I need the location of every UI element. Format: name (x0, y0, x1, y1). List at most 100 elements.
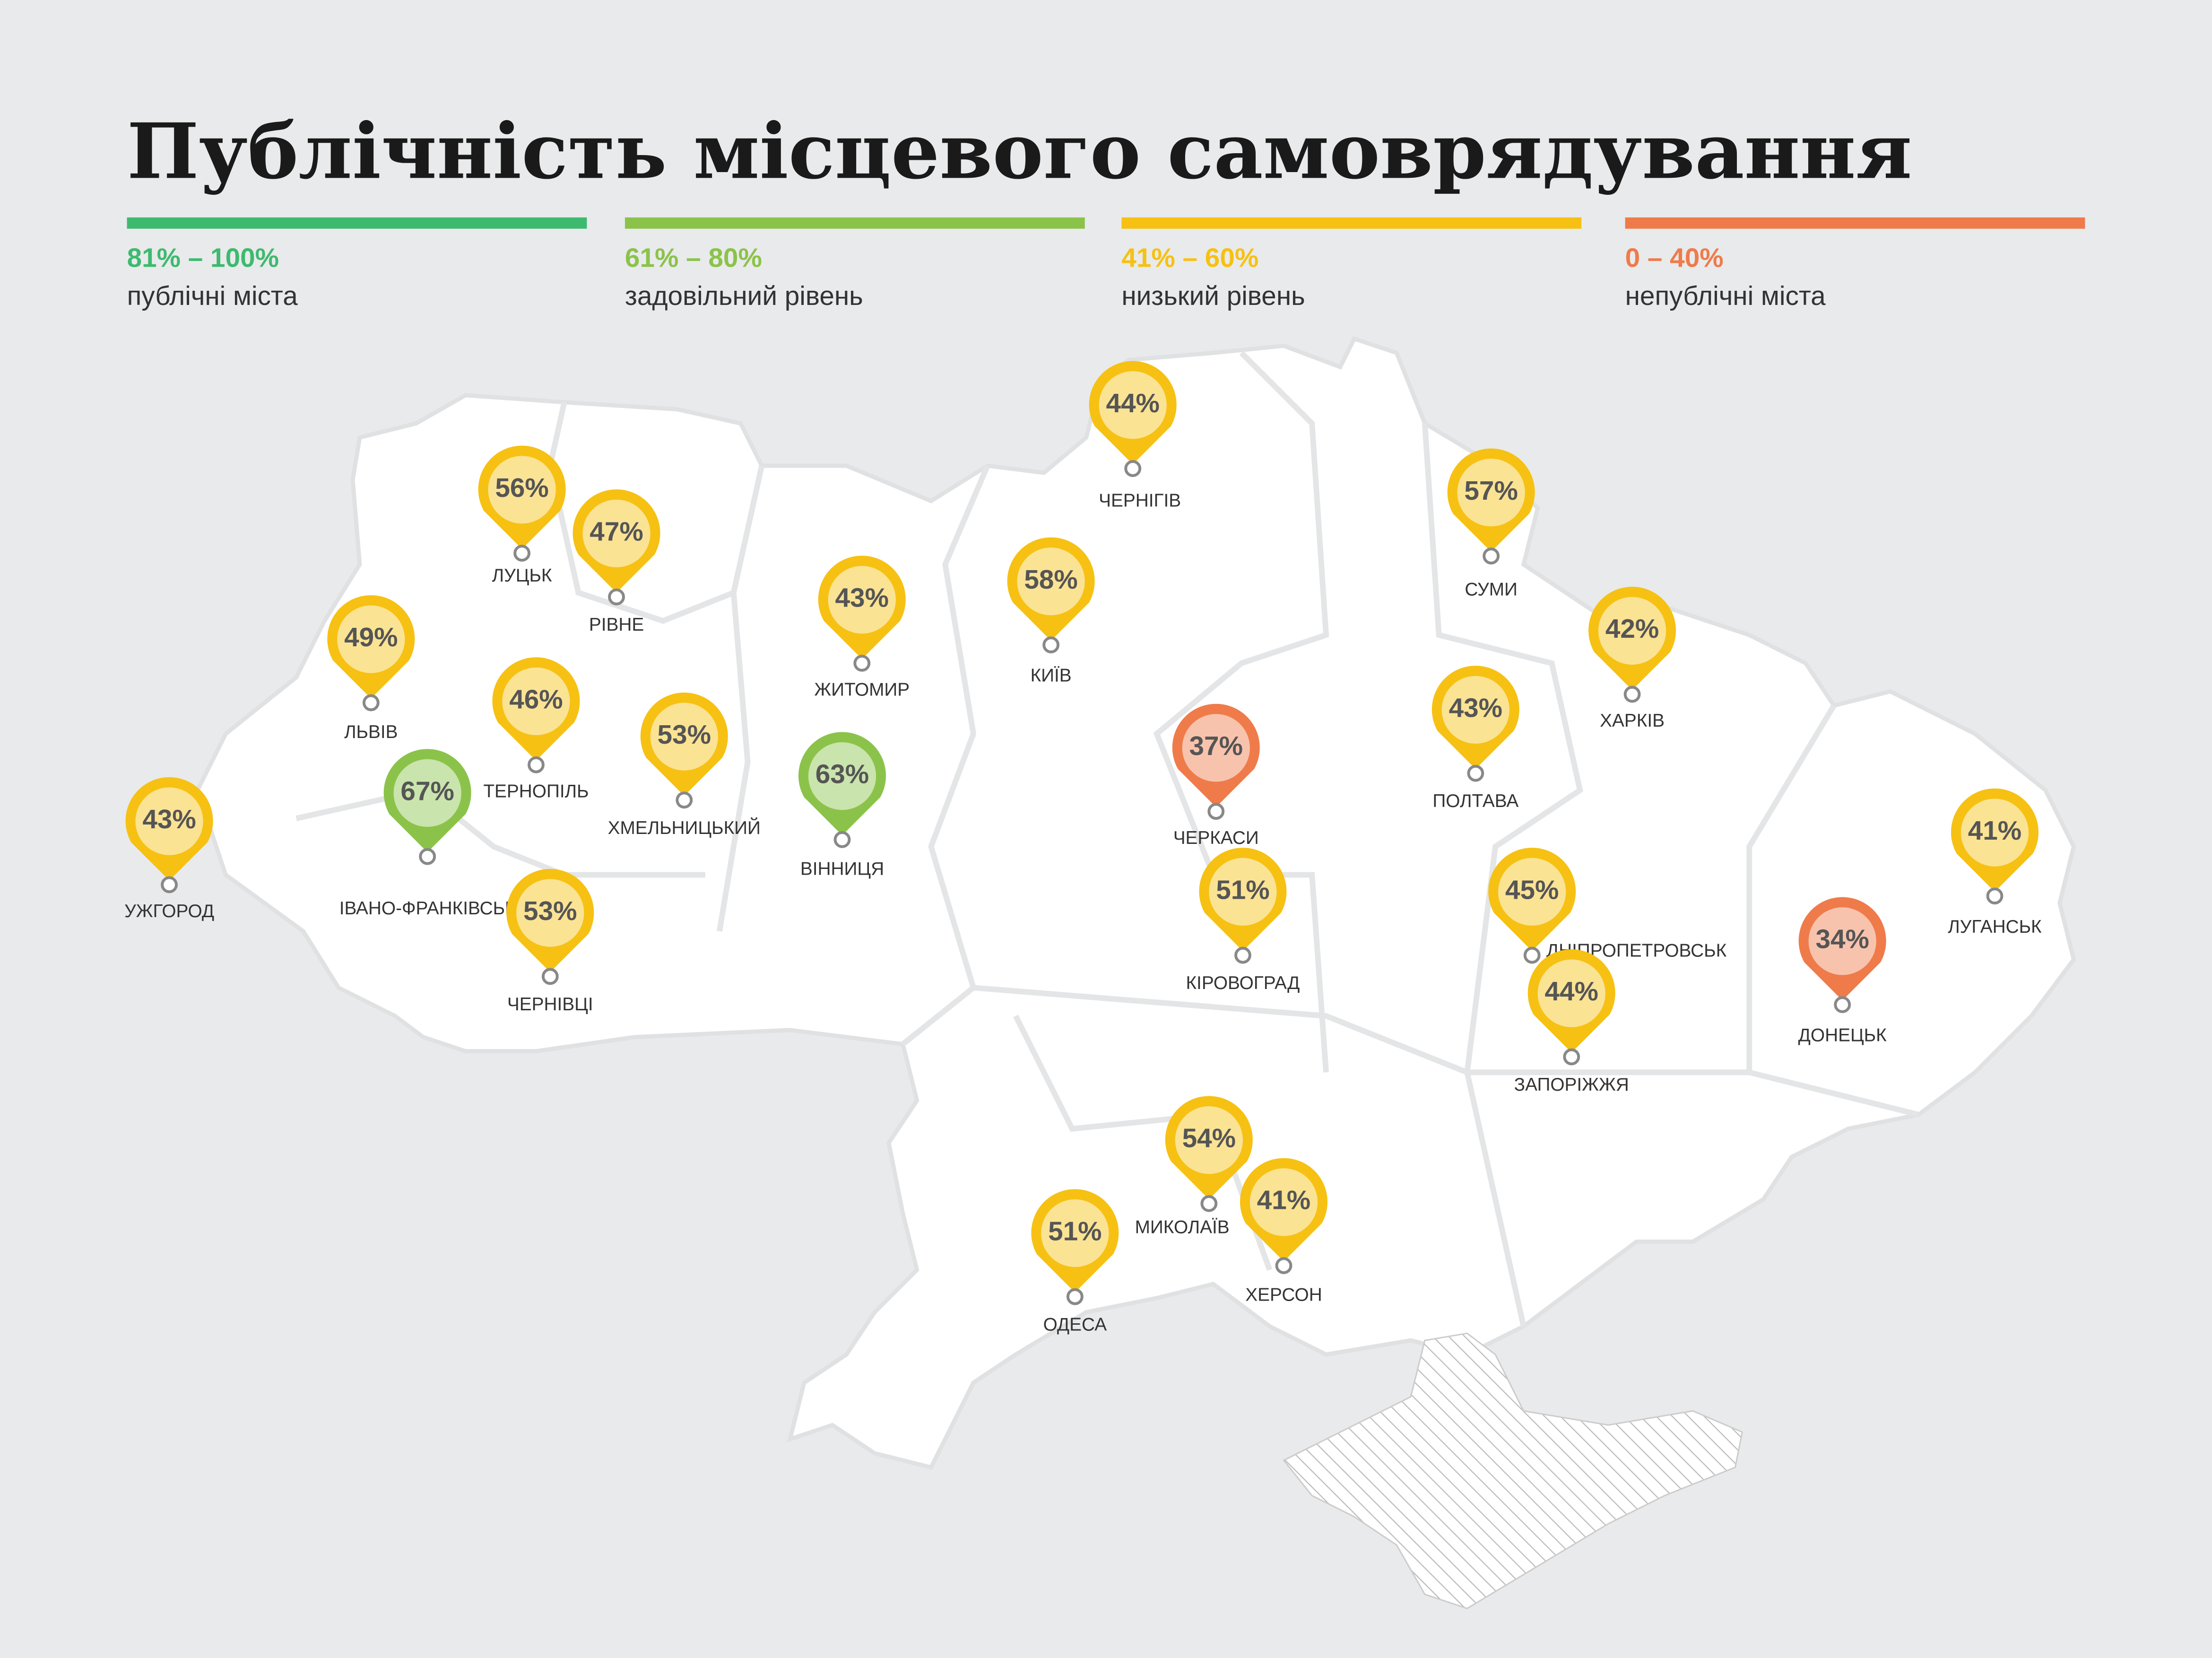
city-name: КІРОВОГРАД (1186, 973, 1300, 993)
city-name: ЛЬВІВ (344, 722, 398, 742)
legend-bar (1625, 217, 2085, 229)
legend-bar (625, 217, 1085, 229)
legend: 81% – 100% публічні міста 61% – 80% задовіл… (127, 217, 2085, 311)
pin-inner (488, 456, 556, 524)
legend-label: низький рівень (1121, 281, 1305, 311)
pin-inner (1041, 1199, 1109, 1267)
city-pin: 57% СУМИ (1447, 448, 1535, 600)
pin-dot (1234, 946, 1251, 964)
city-pin: 43% ПОЛТАВА (1431, 666, 1519, 811)
pin-dot (1207, 803, 1225, 820)
pin-inner (1209, 858, 1277, 926)
city-pin: 45%ДНІПРОПЕТРОВСЬК (1488, 848, 1727, 964)
pin-dot (1563, 1048, 1580, 1066)
city-pin: 51% КІРОВОГРАД (1186, 848, 1300, 993)
pin-dot (1483, 547, 1500, 564)
pin-value: 44% (1106, 389, 1159, 418)
city-pin: 58% КИЇВ (1007, 537, 1095, 686)
city-pin: 49% ЛЬВІВ (327, 595, 415, 742)
city-pin: 34% ДОНЕЦЬК (1798, 897, 1887, 1046)
pin-inner (808, 742, 876, 810)
pin-value: 47% (590, 517, 643, 547)
pin-dot (362, 694, 380, 712)
city-name: ЧЕРНІГІВ (1099, 491, 1181, 511)
pin-value: 56% (495, 473, 548, 503)
pin-value: 53% (658, 720, 711, 750)
city-pin: 63% ВІННИЦЯ (798, 732, 886, 879)
pin-value: 51% (1216, 875, 1269, 905)
pin-inner (135, 787, 203, 855)
pin-dot (541, 968, 559, 985)
pin-inner (650, 703, 718, 771)
city-name: СУМИ (1465, 580, 1518, 600)
city-pin: 41% ЛУГАНСЬК (1948, 788, 2042, 937)
city-name: ВІННИЦЯ (800, 859, 884, 879)
pin-inner (1457, 459, 1525, 527)
city-pin: 56% ЛУЦЬК (478, 445, 566, 586)
legend-label: непублічні міста (1625, 281, 1826, 311)
pin-value: 45% (1505, 875, 1559, 905)
pin-value: 42% (1605, 614, 1659, 644)
pin-dot (853, 654, 871, 672)
city-pin: 43% УЖГОРОД (124, 777, 214, 921)
pin-dot (1124, 460, 1142, 477)
city-pin: 37% ЧЕРКАСИ (1172, 703, 1260, 848)
pin-inner (582, 499, 651, 567)
pin-inner (1537, 959, 1605, 1027)
city-name: ЖИТОМИР (814, 680, 910, 700)
city-name: ЧЕРНІВЦІ (507, 994, 593, 1015)
city-name: ПОЛТАВА (1432, 791, 1518, 811)
pin-value: 43% (1449, 693, 1502, 723)
city-name: ЛУЦЬК (492, 565, 552, 586)
pin-inner (828, 565, 896, 634)
pin-value: 63% (815, 760, 869, 790)
pin-value: 37% (1189, 731, 1243, 761)
pin-dot (1275, 1257, 1293, 1274)
city-pin: 44% ЧЕРНІГІВ (1089, 361, 1181, 511)
legend-range: 61% – 80% (625, 243, 762, 273)
pin-dot (513, 545, 531, 562)
pin-inner (393, 759, 461, 827)
pin-dot (1467, 764, 1484, 782)
city-pin: 41% ХЕРСОН (1240, 1158, 1327, 1305)
pin-dot (1834, 996, 1851, 1013)
city-pin: 53% ЧЕРНІВЦІ (506, 868, 594, 1015)
city-pin: 43% ЖИТОМИР (814, 556, 910, 700)
pin-inner (1598, 597, 1666, 665)
region-borders (295, 351, 1919, 1327)
legend-range: 41% – 60% (1121, 243, 1258, 273)
pin-inner (502, 667, 570, 736)
crimea (1283, 1332, 1744, 1609)
title: Публічність місцевого самоврядування (127, 107, 1912, 196)
legend-label: задовільний рівень (625, 281, 863, 311)
pin-dot (419, 848, 436, 865)
pin-value: 58% (1024, 565, 1077, 595)
pin-dot (528, 756, 545, 773)
pin-value: 51% (1048, 1216, 1102, 1246)
legend-range: 0 – 40% (1625, 243, 1724, 273)
city-pin: 47% РІВНЕ (573, 489, 660, 635)
pin-value: 57% (1464, 476, 1518, 506)
pin-dot (161, 876, 178, 894)
pin-inner (1808, 907, 1876, 975)
pin-dot (1986, 887, 2004, 905)
pin-dot (1042, 636, 1060, 653)
pin-dot (1623, 686, 1641, 703)
pin-value: 43% (142, 805, 196, 834)
city-name: ХАРКІВ (1600, 711, 1665, 731)
city-name: ХМЕЛЬНИЦЬКИЙ (608, 817, 761, 838)
city-name: ДОНЕЦЬК (1798, 1025, 1887, 1046)
city-pin: 46% ТЕРНОПІЛЬ (483, 657, 589, 801)
legend-range: 81% – 100% (127, 243, 279, 273)
city-name: ЧЕРКАСИ (1173, 828, 1259, 848)
pin-inner (516, 879, 584, 947)
city-name: РІВНЕ (589, 615, 644, 635)
city-pin: 44% ЗАПОРІЖЖЯ (1514, 949, 1629, 1095)
pin-dot (676, 791, 693, 809)
pins: 56% ЛУЦЬК 47% РІВНЕ 49% ЛЬВІВ 46% ТЕРНОПІЛЬ 43% У… (124, 361, 2042, 1335)
city-name: ЛУГАНСЬК (1948, 917, 2042, 937)
pin-dot (1523, 946, 1541, 964)
pin-value: 41% (1257, 1186, 1310, 1215)
